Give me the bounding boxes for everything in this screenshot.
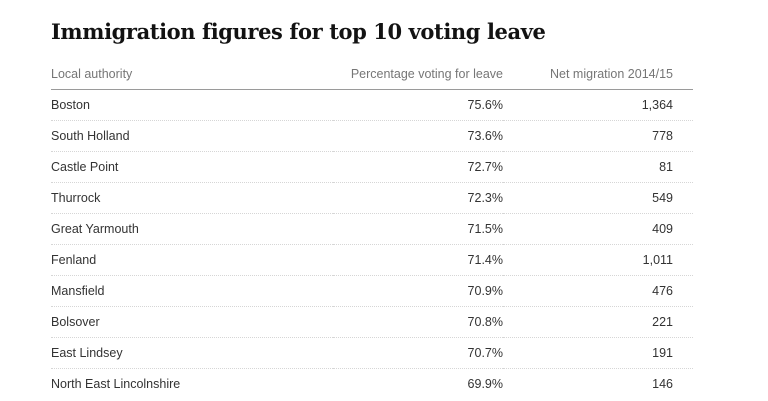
table-row: Fenland 71.4% 1,011: [51, 244, 693, 276]
immigration-table: Local authority Percentage voting for le…: [51, 59, 693, 399]
table-row: East Lindsey 70.7% 191: [51, 337, 693, 369]
table-header-row: Local authority Percentage voting for le…: [51, 59, 693, 90]
cell-percentage-leave: 70.8%: [333, 306, 503, 338]
cell-net-migration: 476: [503, 275, 693, 307]
cell-percentage-leave: 71.5%: [333, 213, 503, 245]
cell-net-migration: 221: [503, 306, 693, 338]
cell-net-migration: 1,011: [503, 244, 693, 276]
column-header-percentage-leave: Percentage voting for leave: [333, 59, 503, 90]
cell-percentage-leave: 72.7%: [333, 151, 503, 183]
table-row: Boston 75.6% 1,364: [51, 89, 693, 121]
cell-local-authority: Fenland: [51, 244, 333, 276]
cell-local-authority: Thurrock: [51, 182, 333, 214]
cell-net-migration: 81: [503, 151, 693, 183]
cell-percentage-leave: 73.6%: [333, 120, 503, 152]
cell-net-migration: 191: [503, 337, 693, 369]
table-row: North East Lincolnshire 69.9% 146: [51, 369, 693, 400]
cell-local-authority: East Lindsey: [51, 337, 333, 369]
cell-percentage-leave: 71.4%: [333, 244, 503, 276]
table-row: Bolsover 70.8% 221: [51, 306, 693, 338]
table-row: South Holland 73.6% 778: [51, 120, 693, 152]
cell-net-migration: 778: [503, 120, 693, 152]
cell-net-migration: 1,364: [503, 89, 693, 121]
column-header-local-authority: Local authority: [51, 59, 333, 90]
cell-percentage-leave: 72.3%: [333, 182, 503, 214]
table-body: Boston 75.6% 1,364 South Holland 73.6% 778 Cas…: [51, 89, 693, 400]
cell-net-migration: 146: [652, 377, 673, 391]
table-title: Immigration figures for top 10 voting le…: [51, 19, 546, 44]
column-header-net-migration: Net migration 2014/15: [503, 59, 693, 90]
cell-local-authority: Boston: [51, 89, 333, 121]
cell-net-migration: 409: [503, 213, 693, 245]
cell-local-authority: Mansfield: [51, 275, 333, 307]
cell-percentage-leave: 69.9%: [467, 377, 503, 391]
table-row: Mansfield 70.9% 476: [51, 275, 693, 307]
cell-percentage-leave: 75.6%: [333, 89, 503, 121]
cell-local-authority: Castle Point: [51, 151, 333, 183]
table-row: Great Yarmouth 71.5% 409: [51, 213, 693, 245]
table-row: Castle Point 72.7% 81: [51, 151, 693, 183]
cell-local-authority: South Holland: [51, 120, 333, 152]
cell-local-authority: North East Lincolnshire: [51, 377, 181, 391]
cell-percentage-leave: 70.7%: [333, 337, 503, 369]
cell-local-authority: Great Yarmouth: [51, 213, 333, 245]
cell-net-migration: 549: [503, 182, 693, 214]
cell-local-authority: Bolsover: [51, 306, 333, 338]
cell-percentage-leave: 70.9%: [333, 275, 503, 307]
table-row: Thurrock 72.3% 549: [51, 182, 693, 214]
